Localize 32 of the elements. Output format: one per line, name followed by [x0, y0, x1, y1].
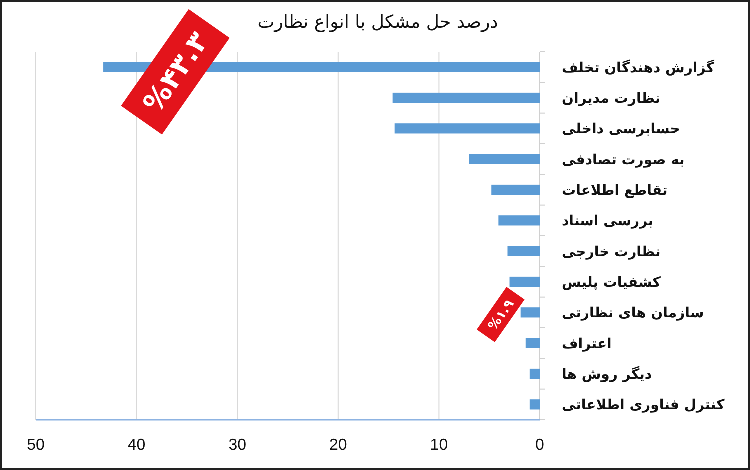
data-label: %۴۳.۳ — [136, 26, 216, 119]
y-tick-label: نظارت مدیران — [562, 91, 661, 108]
bar — [530, 368, 540, 380]
data-label: %۱.۹ — [486, 297, 518, 334]
x-tick-label: 20 — [330, 437, 348, 454]
bar — [394, 124, 540, 134]
y-tick-label: اعتراف — [562, 336, 612, 352]
bar — [526, 338, 540, 348]
y-tick-label: تقاطع اطلاعات — [562, 183, 668, 200]
y-tick-label: کنترل فناوری اطلاعاتی — [562, 398, 726, 414]
bar — [492, 184, 540, 196]
bar — [510, 276, 540, 288]
y-tick-label: به صورت تصادفی — [562, 152, 685, 168]
x-tick-label: 30 — [228, 437, 247, 454]
y-tick-label: حسابرسی داخلی — [562, 122, 680, 138]
bar — [392, 92, 540, 104]
bar — [508, 246, 540, 256]
y-tick-label: نظارت خارجی — [562, 244, 661, 260]
y-tick-label: کشفیات پلیس — [562, 275, 662, 292]
y-tick-label: سازمان های نظارتی — [562, 306, 704, 322]
bar — [498, 216, 540, 226]
x-tick-label: 10 — [430, 437, 448, 454]
y-tick-label: گزارش دهندگان تخلف — [562, 59, 716, 76]
x-tick-label: 50 — [27, 437, 45, 454]
y-tick-label: بررسی اسناد — [562, 214, 654, 230]
x-tick-label: 0 — [536, 437, 545, 454]
x-tick-label: 40 — [128, 437, 146, 454]
bar — [520, 308, 540, 318]
y-tick-label: دیگر روش ها — [562, 366, 652, 384]
bar — [469, 154, 540, 164]
chart-title: درصد حل مشکل با انواع نظارت — [258, 12, 498, 33]
bar — [530, 400, 540, 410]
